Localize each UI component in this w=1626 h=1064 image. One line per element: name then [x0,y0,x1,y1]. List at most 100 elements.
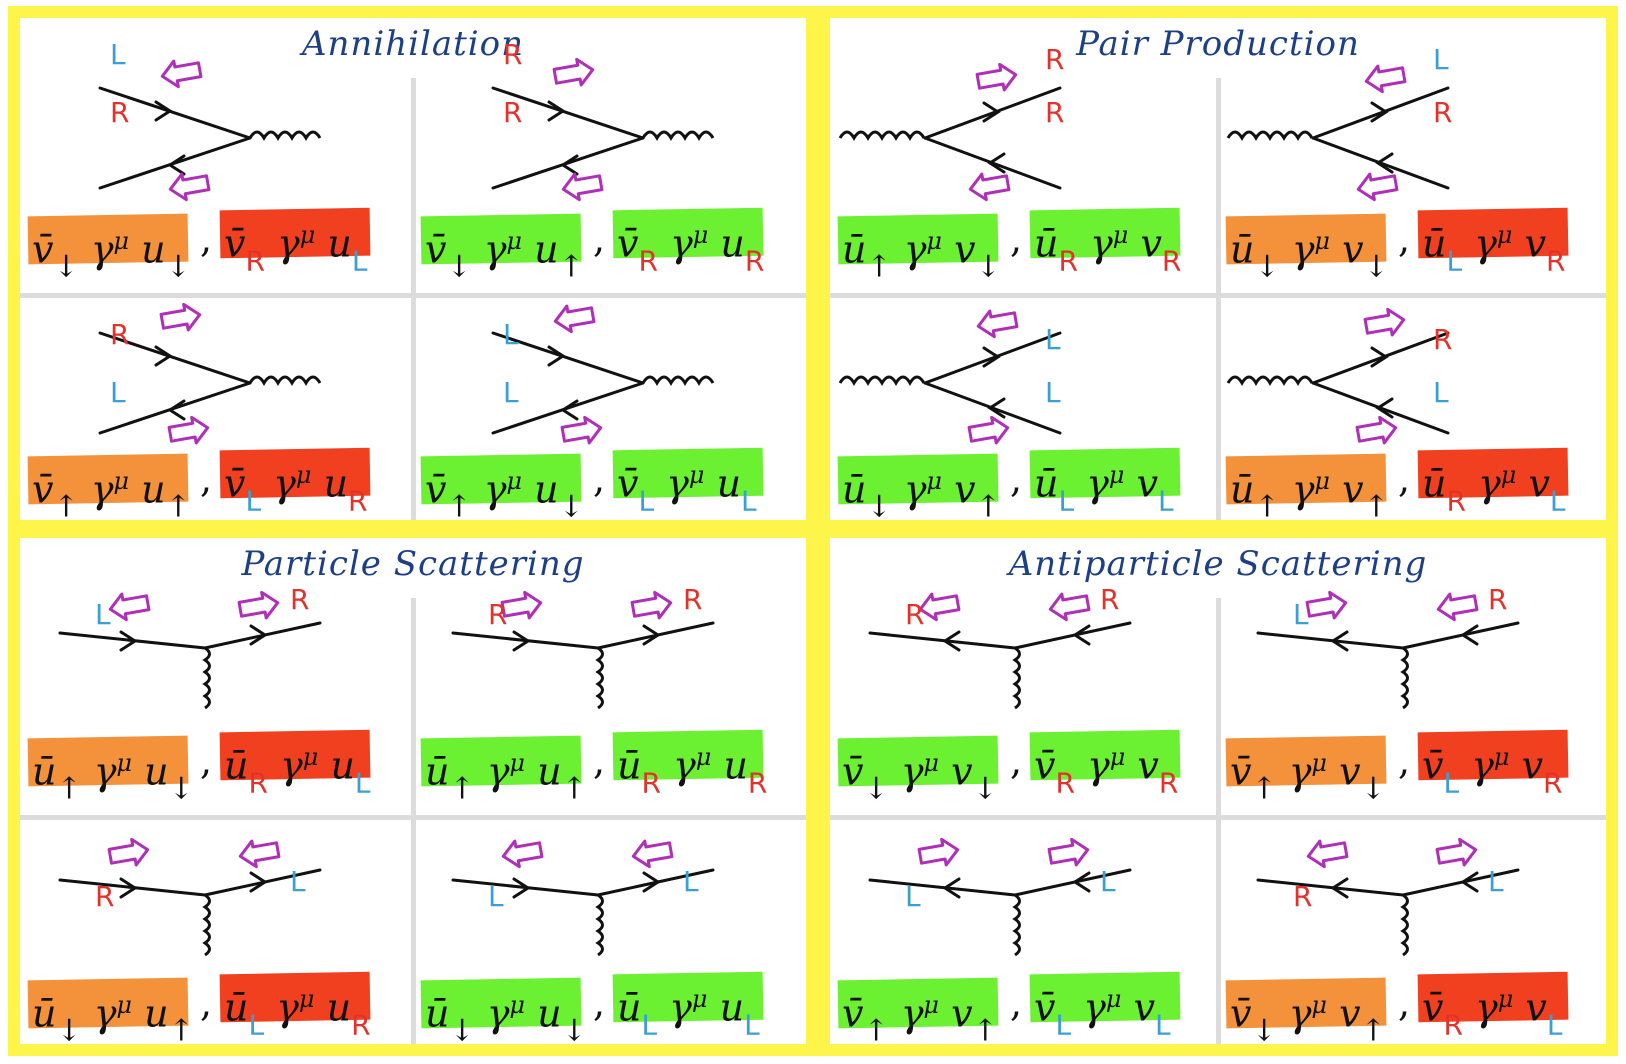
outgoing-index: R [641,766,661,800]
chirality-label: R [1433,96,1453,129]
chirality-label: R [110,96,130,129]
feynman-diagram [98,302,322,445]
comma-separator: , [1398,739,1411,783]
spinor: v [1121,985,1156,1030]
gamma-matrix: γ [1071,985,1106,1030]
gamma-matrix: γ [657,985,692,1030]
fermion-arrow-lower [167,399,186,421]
fermion-line-upper [491,331,645,385]
chirality-label: R [488,598,508,631]
spinor: u [132,749,169,794]
spinor-bar: v [224,221,246,266]
gamma-matrix: γ [261,461,296,506]
fermion-arrow-upper [154,100,173,122]
feynman-diagram [1226,307,1450,445]
chirality-label: L [503,376,519,409]
spinor: v [939,749,973,794]
outgoing-index: L [641,1008,658,1042]
diagram-cell: LLv̄↑ γμ v↑,v̄L γμ vL [830,820,1218,1049]
mu-index: μ [926,227,943,255]
bilinear-expression: v̄R γμ vR [1034,733,1178,808]
bilinear-expression: ū↓ γμ u↑ [32,981,194,1056]
photon-line [641,130,715,141]
gamma-matrix: γ [1462,221,1497,266]
feynman-diagram [868,592,1132,710]
cell-divider-horizontal [830,815,1606,820]
spinor-bar: v [1422,743,1444,788]
incoming-index: L [741,484,757,518]
gamma-matrix: γ [660,743,696,788]
chirality-label: L [1433,43,1449,76]
outgoing-index: ↓ [56,1013,82,1049]
outgoing-index: ↓ [1254,249,1280,285]
fermion-arrow-outgoing [642,871,661,893]
outgoing-index: ↑ [863,1013,889,1049]
spinor: v [1513,985,1547,1030]
diagram-cell: RLv̄↓ γμ v↑,v̄R γμ vL [1218,820,1606,1049]
gamma-matrix: γ [471,227,507,272]
comma-separator: , [1398,217,1411,261]
bilinear-expression: v̄L γμ vR [1422,733,1563,808]
diagram-cell: L Rv̄↑ γμ v↓,v̄L γμ vR [1218,538,1606,815]
fermion-arrow-upper [1370,346,1389,368]
diagram-cell: LLū↓ γμ u↓,ūL γμ uL [413,820,806,1049]
photon-line [595,646,604,710]
incoming-index: R [1161,244,1182,278]
incoming-index: L [1546,1008,1563,1042]
fermion-arrow-lower [987,397,1006,419]
helicity-arrow-upper [160,59,203,89]
photon-line [595,893,604,957]
helicity-arrow-incoming [107,837,150,867]
comma-separator: , [200,739,213,783]
fermion-arrow-outgoing [1072,624,1091,646]
outgoing-index: ↓ [449,1013,475,1049]
spinor: u [522,467,559,512]
fermion-arrow-upper [154,345,173,367]
bilinear-expression: ūR γμ vL [1422,451,1566,526]
helicity-arrow-lower [560,415,603,445]
spinor-bar: v [32,467,54,512]
bilinear-expression: ū↓ γμ v↓ [1230,217,1389,292]
mu-index: μ [1314,227,1331,255]
spinor-bar: u [224,743,249,788]
spinor: u [711,743,748,788]
feynman-diagram [98,59,322,202]
bilinear-expression: v̄L γμ uL [617,451,757,526]
helicity-arrow-lower [1356,172,1399,202]
gamma-matrix: γ [1465,461,1501,506]
gamma-matrix: γ [891,227,927,272]
mu-index: μ [509,749,526,777]
spinor: u [708,221,745,266]
outgoing-index: ↑ [1254,489,1280,525]
helicity-arrow-incoming [918,592,961,622]
incoming-index: R [1543,766,1563,800]
gamma-matrix: γ [81,991,117,1036]
chirality-label: R [503,38,523,71]
spinor: u [129,227,166,272]
spinor: u [129,467,166,512]
incoming-index: R [1158,766,1179,800]
mu-index: μ [1311,749,1328,777]
fermion-line-outgoing [1013,621,1132,650]
outgoing-index: R [1055,766,1075,800]
spinor: v [939,991,973,1036]
chirality-label: L [1045,323,1061,356]
outgoing-index: L [245,484,262,518]
spinor: v [1509,743,1544,788]
outgoing-index: ↑ [446,489,472,525]
helicity-arrow-incoming [501,839,544,869]
incoming-index: L [354,766,371,800]
comma-separator: , [1398,981,1411,1025]
mu-index: μ [509,991,526,1019]
bilinear-expression: ūR γμ vR [1034,211,1181,286]
spinor-bar: v [224,461,246,506]
fermion-arrow-incoming [512,630,531,652]
fermion-line-upper [923,331,1062,385]
helicity-arrow-outgoing [630,590,673,620]
incoming-index: ↑ [1363,489,1389,525]
incoming-index: ↑ [1360,1013,1386,1049]
fermion-line-upper [98,331,252,385]
diagram-cell: LLū↓ γμ v↑,ūL γμ vL [830,298,1218,525]
helicity-arrow-lower [968,172,1011,202]
spinor: v [942,227,976,272]
